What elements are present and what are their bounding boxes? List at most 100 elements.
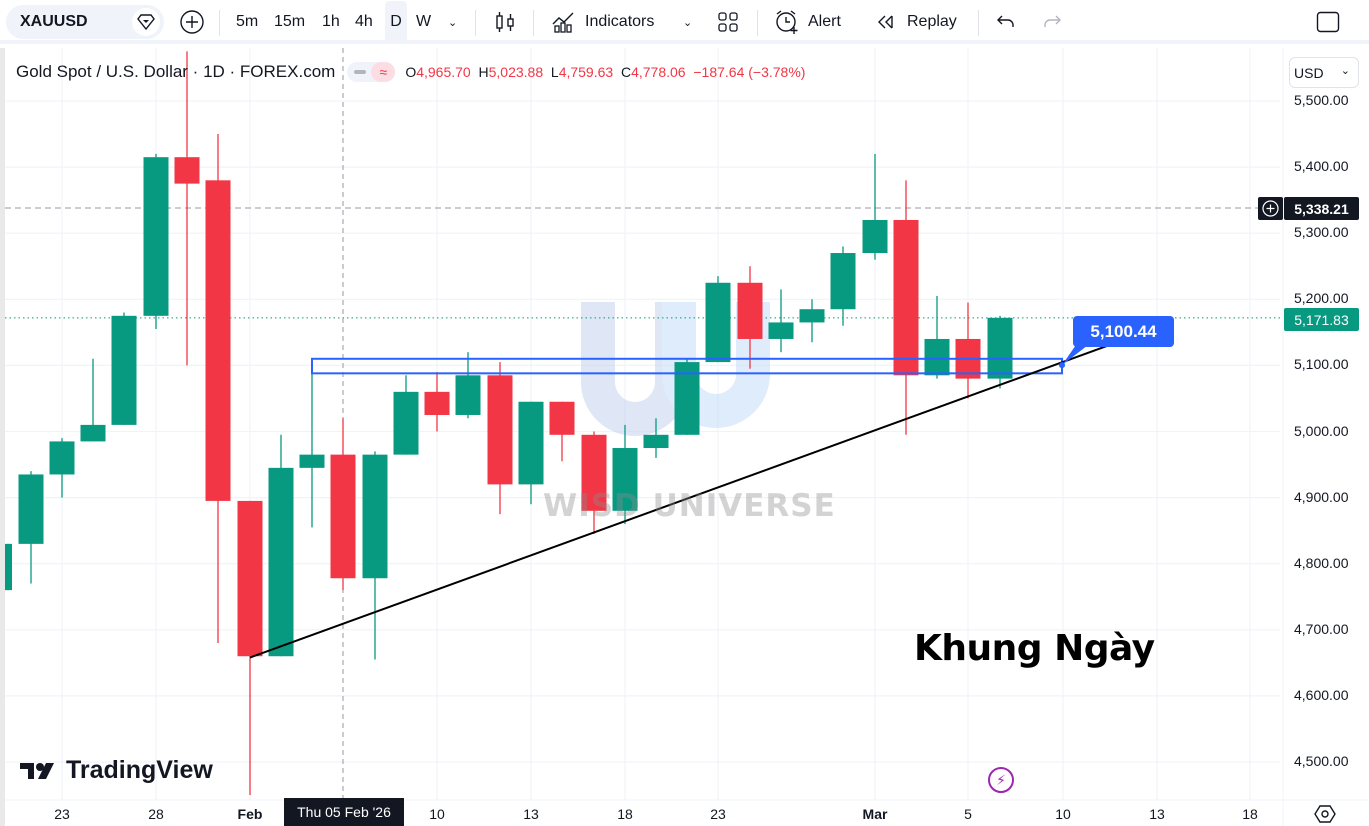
redo-icon [1044,15,1061,27]
chevron-down-icon: ⌄ [448,16,458,29]
interval-15m[interactable]: 15m [274,13,306,30]
candle[interactable] [768,289,794,353]
add-alert-button[interactable] [1258,197,1283,220]
candle[interactable] [299,365,325,528]
candle[interactable] [893,180,919,435]
interval-dropdown[interactable]: ⌄ [448,5,457,39]
time-tick-label: 10 [1055,806,1071,822]
chart-type-button[interactable] [494,5,516,39]
candle[interactable] [237,500,263,796]
symbol-title[interactable]: Gold Spot / U.S. Dollar · 1D · FOREX.com [16,62,336,81]
indicators-button[interactable]: Indicators [551,5,654,39]
interval-w[interactable]: W [416,13,432,30]
price-tick-label: 4,500.00 [1294,753,1349,769]
candle[interactable] [549,401,575,462]
time-tick-label: 5 [964,806,972,822]
time-tick-label: 23 [54,806,70,822]
candle[interactable] [330,418,356,591]
time-tick-label: Feb [237,806,263,822]
alarm-plus-icon [776,10,798,34]
candle[interactable] [924,295,950,379]
interval-1h[interactable]: 1h [322,13,340,30]
plus-circle-icon [1262,200,1279,217]
chart-grid [5,48,1369,826]
candle[interactable] [80,358,106,442]
fullscreen-button[interactable] [1316,5,1340,39]
replay-button[interactable]: Replay [875,5,957,39]
replay-label: Replay [907,13,957,30]
interval-4h[interactable]: 4h [355,13,373,30]
left-edge [0,48,5,826]
candle[interactable] [705,276,731,363]
chevron-down-icon: ⌄ [683,16,693,29]
toolbar-divider [978,10,979,36]
tradingview-logo[interactable]: TradingView [20,756,213,785]
candle[interactable] [268,434,294,657]
candle[interactable] [830,246,856,326]
gem-icon[interactable] [132,8,160,36]
candle[interactable] [862,153,888,260]
tradingview-wordmark: TradingView [66,756,213,784]
price-tick-label: 4,600.00 [1294,686,1349,703]
settings-icon[interactable] [1314,804,1336,824]
trendline-anchor-handle [1059,362,1065,369]
currency-select[interactable]: USD ⌄ [1289,57,1359,88]
layouts-button[interactable] [717,5,739,39]
trendline-price-callout[interactable]: 5,100.44 [1073,316,1174,347]
candle[interactable] [18,471,44,584]
interval-d[interactable]: D [385,1,407,43]
last-price-tag: 5,171.83 [1284,308,1359,331]
minus-icon [354,70,367,74]
symbol-name: XAUUSD [20,13,88,30]
time-tick-label: 18 [1242,806,1258,822]
time-tick-label: 28 [148,806,164,822]
symbol-search-button[interactable]: XAUUSD [6,5,164,39]
candle[interactable] [174,51,200,366]
toolbar-divider [533,10,534,36]
grid-icon [718,12,738,32]
redo-button[interactable] [1042,5,1062,39]
alert-label: Alert [808,13,841,30]
price-tick-label: 4,700.00 [1294,620,1349,637]
candle[interactable] [362,451,388,660]
rewind-icon [878,15,893,29]
indicators-icon [552,12,574,33]
price-tick-label: 4,800.00 [1294,554,1349,571]
indicators-dropdown[interactable]: ⌄ [683,5,692,39]
time-axis[interactable]: 23 28 Feb 10 13 18 23 Mar 5 10 13 18 [0,800,1280,826]
candle[interactable] [49,438,75,498]
timeframe-label-text[interactable]: Khung Ngày [914,628,1155,669]
candle[interactable] [674,358,700,435]
candle[interactable] [987,315,1013,389]
time-tick-label: 10 [429,806,445,822]
chevron-down-icon: ⌄ [1340,65,1350,77]
legend-toggle[interactable]: ≈ [347,62,396,82]
interval-5m[interactable]: 5m [236,13,259,30]
candle[interactable] [487,362,513,515]
price-tick-label: 5,400.00 [1294,158,1349,175]
candle[interactable] [205,134,231,644]
candle[interactable] [143,153,169,330]
candle[interactable] [111,312,137,425]
compare-button[interactable] [180,5,204,39]
top-toolbar: XAUUSD 5m 15m 1h 4h D W ⌄ Indicators ⌄ [0,0,1369,44]
candle[interactable] [455,352,481,419]
lightning-icon[interactable]: ⚡ [988,767,1014,793]
candle[interactable] [799,299,825,343]
candle[interactable] [424,372,450,432]
candle[interactable] [393,375,419,455]
candle[interactable] [5,543,12,591]
candle[interactable] [518,401,544,505]
candle[interactable] [643,418,669,458]
approx-icon: ≈ [371,62,396,82]
candle[interactable] [737,266,763,369]
undo-button[interactable] [996,5,1016,39]
alert-button[interactable]: Alert [774,5,841,39]
indicators-label: Indicators [585,13,655,30]
time-tick-label: 23 [710,806,726,822]
time-tick-label: Mar [862,806,888,822]
chart-legend: Gold Spot / U.S. Dollar · 1D · FOREX.com… [16,60,805,84]
time-tick-label: 13 [523,806,539,822]
candle[interactable] [955,302,981,399]
